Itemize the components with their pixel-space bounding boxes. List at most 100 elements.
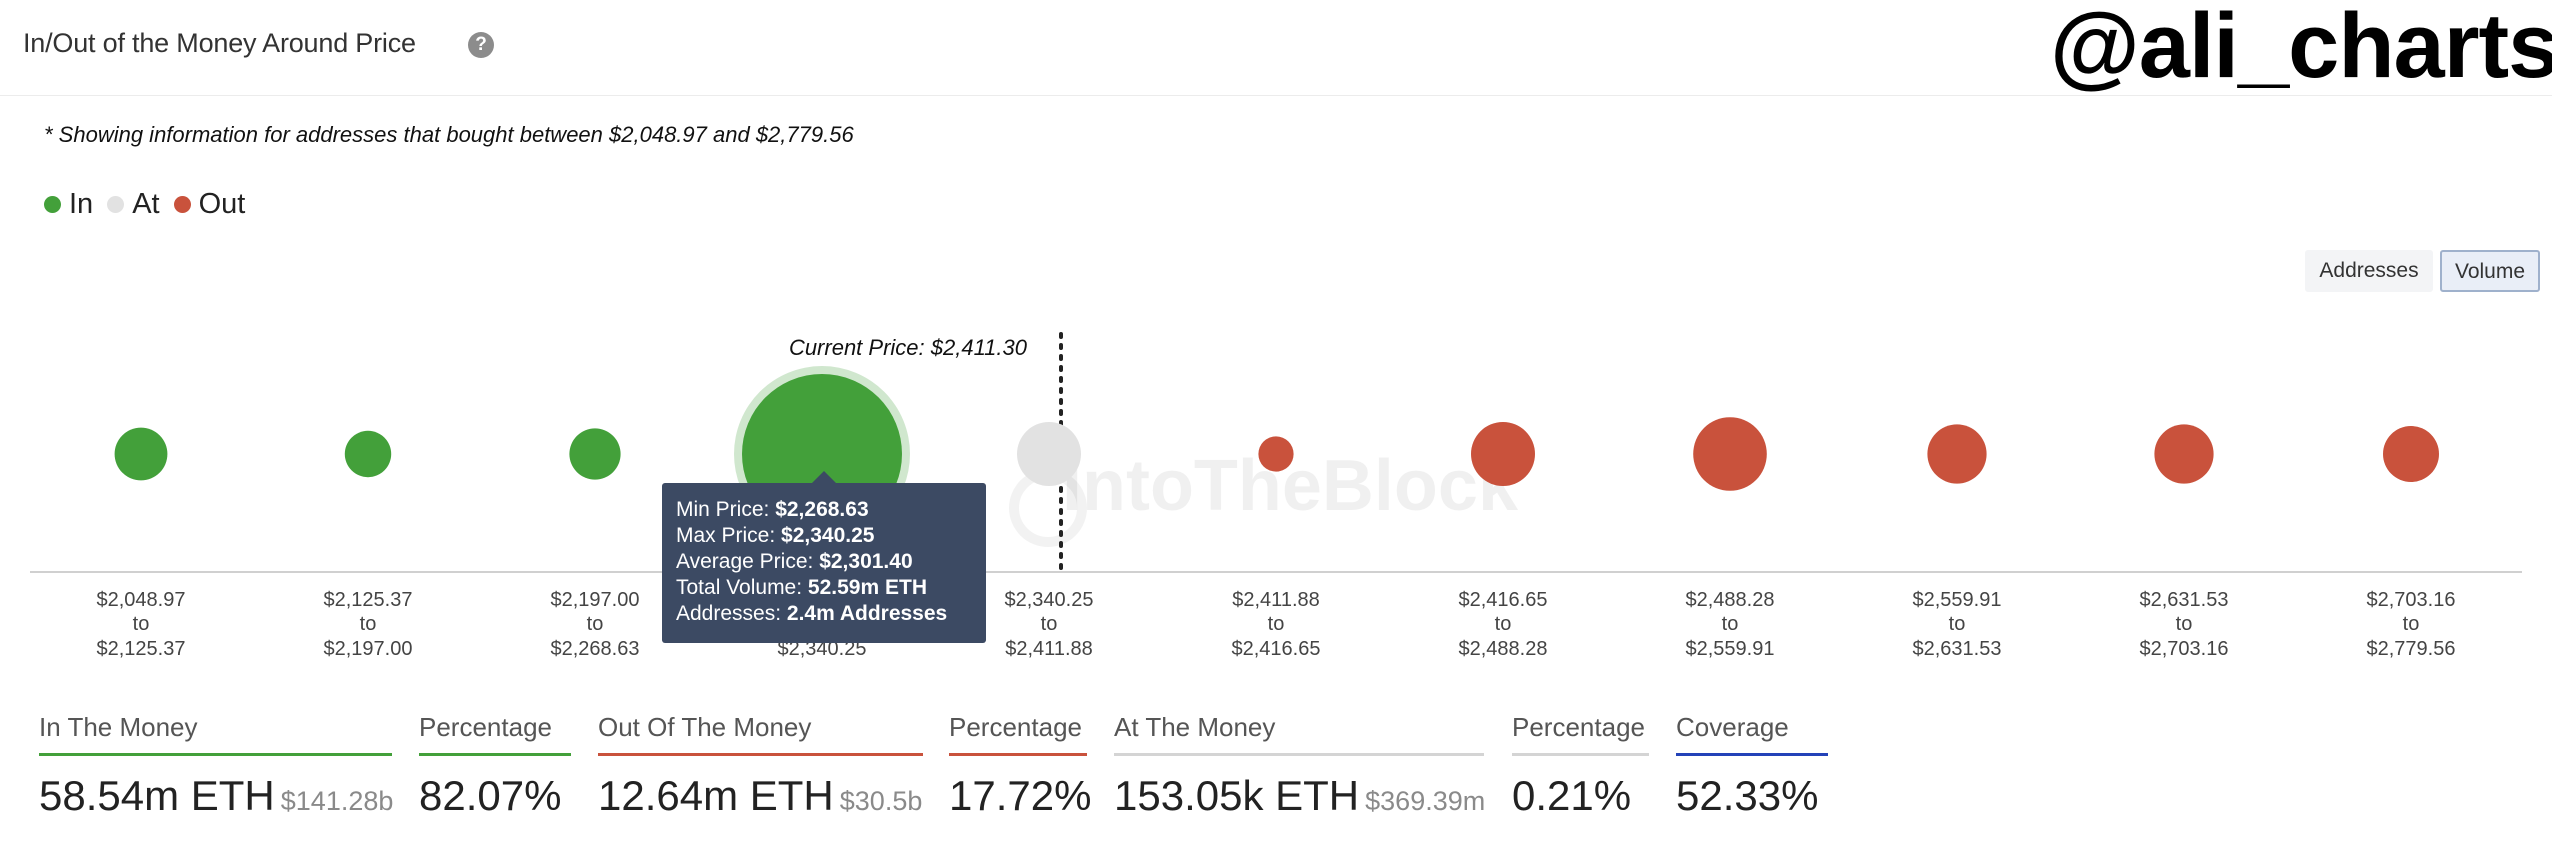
tooltip-addresses: Addresses: 2.4m Addresses (676, 601, 972, 627)
stat-label: Percentage (949, 712, 1087, 756)
stat-value: 58.54m ETH $141.28b (39, 772, 394, 820)
stat-in-percentage: Percentage 82.07% (419, 712, 571, 820)
tooltip-min-price: Min Price: $2,268.63 (676, 497, 972, 523)
tooltip-average-price: Average Price: $2,301.40 (676, 549, 972, 575)
stat-label: Out Of The Money (598, 712, 923, 756)
bucket-range-to-word: to (1949, 613, 1966, 635)
stat-in-the-money: In The Money 58.54m ETH $141.28b (39, 712, 394, 820)
stat-value-usd: $141.28b (280, 786, 394, 816)
stat-out-of-the-money: Out Of The Money 12.64m ETH $30.5b (598, 712, 923, 820)
tooltip-total-volume: Total Volume: 52.59m ETH (676, 575, 972, 601)
tooltip-max-value: $2,340.25 (781, 524, 875, 547)
legend-dot-in (44, 196, 61, 213)
stat-coverage: Coverage 52.33% (1676, 712, 1828, 820)
bucket-range-to-word: to (2176, 613, 2193, 635)
bucket-range-to: $2,268.63 (551, 638, 640, 660)
tooltip-addr-label: Addresses: (676, 602, 782, 625)
stat-value: 52.33% (1676, 772, 1819, 819)
stat-value: 12.64m ETH $30.5b (598, 772, 923, 820)
bucket-range-to: $2,631.53 (1913, 638, 2002, 660)
legend-label-in: In (69, 188, 94, 220)
range-note: * Showing information for addresses that… (44, 122, 854, 147)
stat-value: 82.07% (419, 772, 562, 819)
bucket-range-from: $2,340.25 (1005, 589, 1094, 611)
stat-value-main: 58.54m ETH (39, 772, 275, 819)
legend-dot-out (173, 196, 191, 213)
bucket-range-to: $2,488.28 (1459, 638, 1548, 660)
bubble-out (1927, 424, 1987, 484)
bucket-range-to-word: to (2403, 613, 2420, 635)
stat-value: 17.72% (949, 772, 1092, 819)
tooltip-vol-value: 52.59m ETH (807, 576, 927, 599)
tooltip-avg-value: $2,301.40 (819, 550, 913, 573)
bucket-range-from: $2,416.65 (1459, 589, 1548, 611)
stat-value: 153.05k ETH $369.39m (1114, 772, 1486, 820)
bucket-range-to-word: to (360, 613, 377, 635)
bucket-range-to-word: to (587, 613, 604, 635)
stat-out-percentage: Percentage 17.72% (949, 712, 1092, 820)
stat-label: Percentage (1512, 712, 1649, 756)
bubble-out (2154, 424, 2214, 484)
bubble-at (1017, 422, 1081, 486)
legend-item-out: Out (173, 188, 246, 221)
legend: In At Out (44, 188, 259, 221)
stat-value-main: 153.05k ETH (1114, 772, 1360, 819)
stat-value-usd: $369.39m (1365, 786, 1486, 816)
stat-label: At The Money (1114, 712, 1484, 756)
page-title: In/Out of the Money Around Price (23, 28, 416, 58)
bucket-range-from: $2,411.88 (1232, 589, 1320, 611)
tooltip-min-value: $2,268.63 (775, 498, 869, 521)
bubble-out (1258, 436, 1294, 472)
bucket-range-to-word: to (1722, 613, 1739, 635)
bucket-range-to-word: to (1268, 613, 1285, 635)
stat-label: Coverage (1676, 712, 1828, 756)
bucket-range-to: $2,703.16 (2140, 638, 2229, 660)
addresses-toggle-button[interactable]: Addresses (2305, 250, 2433, 292)
stat-value-usd: $30.5b (839, 786, 923, 816)
bucket-range-to: $2,125.37 (97, 638, 186, 660)
tooltip-max-label: Max Price: (676, 524, 776, 547)
stat-label: In The Money (39, 712, 392, 756)
bucket-range-to: $2,416.65 (1232, 638, 1321, 660)
current-price-label: Current Price: $2,411.30 (789, 335, 1028, 360)
stat-at-percentage: Percentage 0.21% (1512, 712, 1649, 820)
bucket-range-to-word: to (1495, 613, 1512, 635)
bucket-range-to: $2,197.00 (324, 638, 413, 660)
stat-label: Percentage (419, 712, 571, 756)
tooltip-addr-value: 2.4m Addresses (786, 602, 948, 625)
bucket-range-from: $2,197.00 (551, 589, 640, 611)
bucket-range-from: $2,559.91 (1913, 589, 2002, 611)
volume-toggle-button[interactable]: Volume (2440, 250, 2540, 292)
bubble-out (1693, 417, 1767, 491)
summary-stats: In The Money 58.54m ETH $141.28b Percenta… (0, 712, 2552, 842)
bucket-range-from: $2,125.37 (324, 589, 413, 611)
bubble-out (1471, 422, 1535, 486)
legend-item-in: In (44, 188, 93, 221)
stat-value: 0.21% (1512, 772, 1632, 819)
header: In/Out of the Money Around Price ? @ali_… (0, 0, 2552, 97)
stat-value-main: 12.64m ETH (598, 772, 834, 819)
bubble-in (114, 427, 168, 481)
bucket-range-to: $2,779.56 (2367, 638, 2456, 660)
bucket-range-to: $2,411.88 (1005, 638, 1093, 660)
legend-item-at: At (107, 188, 160, 221)
question-circle-icon[interactable]: ? (468, 32, 494, 58)
bucket-range-to-word: to (1041, 613, 1058, 635)
tooltip-avg-label: Average Price: (676, 550, 814, 573)
bucket-range-from: $2,488.28 (1686, 589, 1775, 611)
bubble-in (344, 430, 392, 478)
legend-label-out: Out (198, 188, 246, 220)
stat-at-the-money: At The Money 153.05k ETH $369.39m (1114, 712, 1486, 820)
legend-dot-at (107, 196, 125, 213)
bucket-range-from: $2,631.53 (2140, 589, 2229, 611)
bubble-out (2383, 426, 2439, 482)
tooltip-max-price: Max Price: $2,340.25 (676, 523, 972, 549)
legend-label-at: At (132, 188, 160, 220)
tooltip-min-label: Min Price: (676, 498, 770, 521)
bucket-range-from: $2,048.97 (97, 589, 186, 611)
tooltip-vol-label: Total Volume: (676, 576, 803, 599)
bucket-range-to: $2,559.91 (1686, 638, 1775, 660)
bubble-in (569, 428, 621, 480)
bucket-range-from: $2,703.16 (2367, 589, 2456, 611)
